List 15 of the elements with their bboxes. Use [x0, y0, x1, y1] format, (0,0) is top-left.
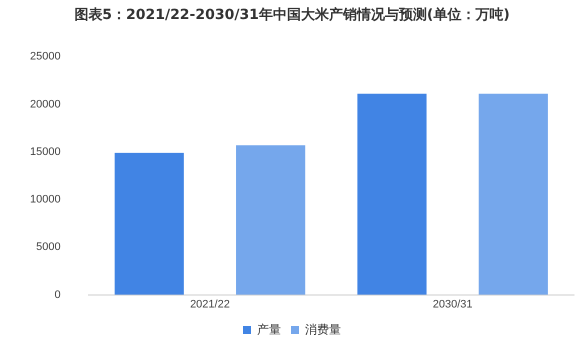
bar [478, 94, 548, 295]
y-tick-label: 10000 [30, 194, 61, 206]
legend-label: 消费量 [305, 322, 341, 336]
chart-title: 图表5：2021/22-2030/31年中国大米产销情况与预测(单位：万吨) [73, 6, 511, 24]
x-tick-label: 2021/22 [190, 298, 230, 310]
bar [236, 145, 306, 295]
bar [357, 94, 427, 295]
y-tick-label: 20000 [30, 98, 61, 110]
y-tick-label: 15000 [30, 146, 61, 158]
y-tick-label: 5000 [36, 241, 61, 254]
y-tick-label: 0 [54, 288, 61, 301]
x-tick-label: 2030/31 [432, 298, 473, 310]
legend-label: 产量 [257, 322, 281, 336]
bar [114, 152, 184, 295]
y-tick-label: 25000 [30, 50, 61, 63]
